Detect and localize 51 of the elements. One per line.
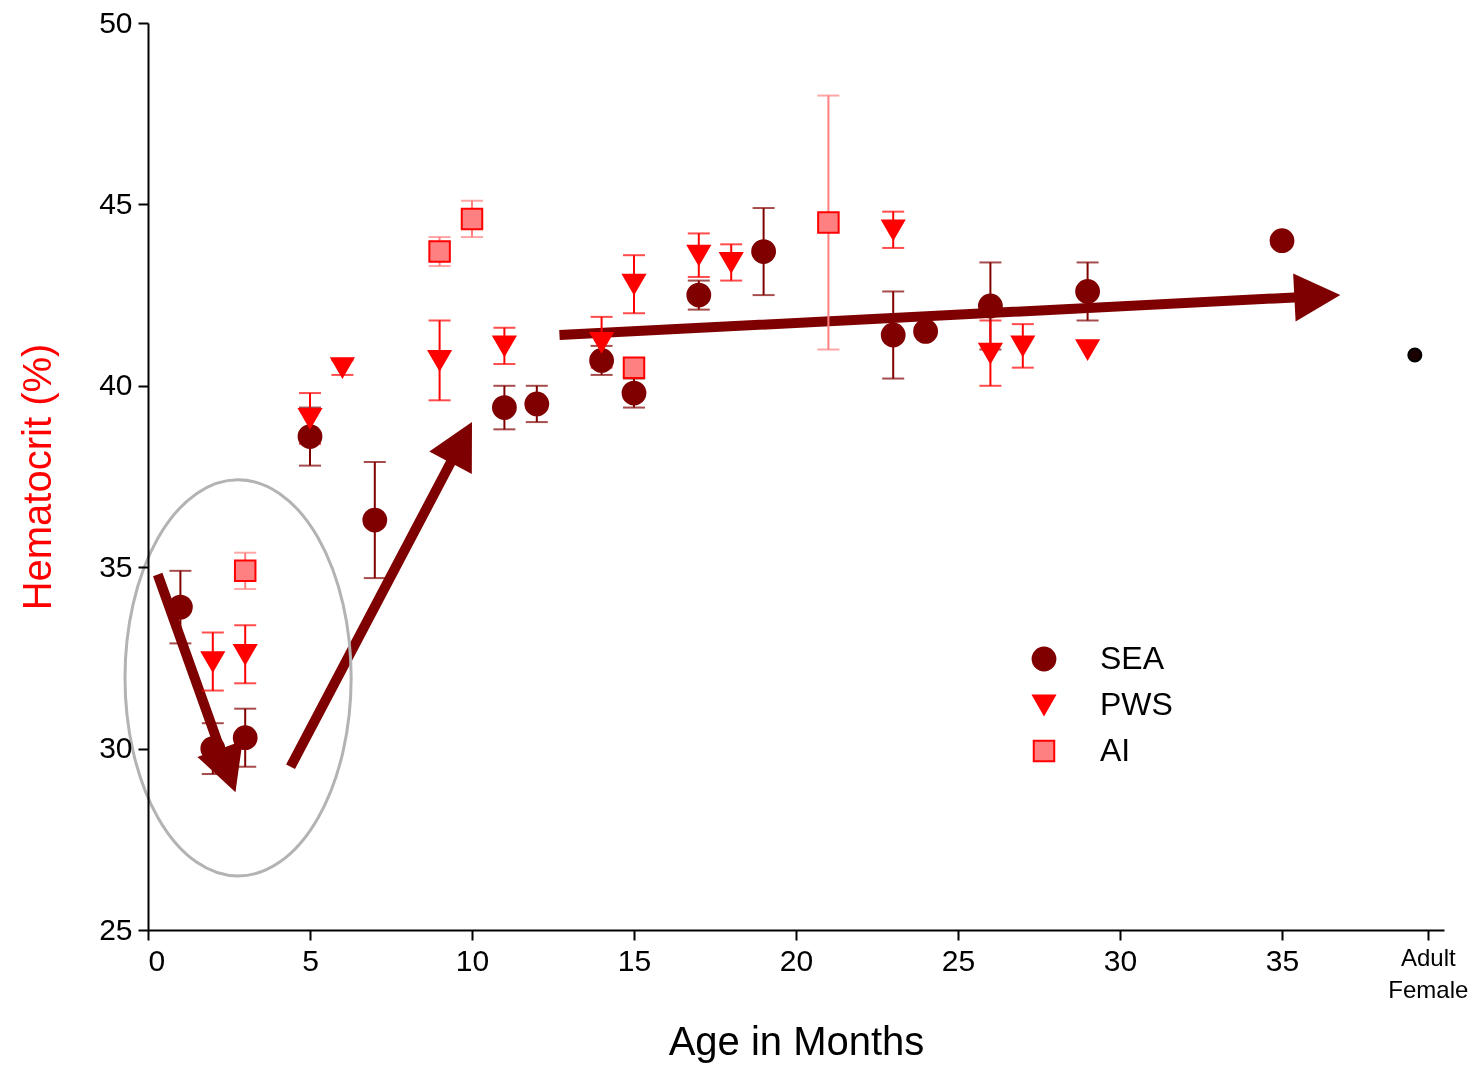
y-tick-label: 35 [99, 549, 133, 583]
x-tick-label: 15 [617, 943, 652, 977]
x-tick-label: 20 [779, 943, 814, 977]
point [622, 356, 646, 379]
y-tick-label: 50 [99, 5, 133, 39]
point [817, 211, 840, 234]
legend-label: PWS [1100, 686, 1173, 722]
legend-label: AI [1100, 732, 1131, 768]
x-tick-label: 0 [148, 943, 166, 977]
point [719, 252, 744, 273]
point [880, 322, 906, 348]
y-tick-label: 40 [99, 368, 133, 402]
x-tick-label: 25 [941, 943, 976, 977]
point [298, 408, 322, 429]
point [428, 240, 451, 263]
point [362, 507, 388, 533]
point [622, 273, 646, 295]
point [427, 350, 452, 371]
point [1075, 279, 1100, 304]
y-axis-title: Hematocrit (%) [15, 343, 60, 611]
x-tick-label: Adult Female [1388, 943, 1469, 1003]
x-axis-title: Age in Months [668, 1018, 925, 1063]
point [686, 244, 711, 266]
x-tick-label: 10 [455, 943, 490, 977]
point [168, 594, 193, 620]
point [232, 725, 258, 751]
point [200, 651, 225, 672]
point [524, 391, 550, 417]
point [233, 559, 257, 583]
point [913, 319, 938, 344]
point [978, 342, 1003, 364]
point [233, 643, 258, 665]
point [492, 395, 517, 420]
y-tick-label: 25 [99, 912, 133, 946]
x-tick-label: 30 [1103, 943, 1138, 977]
point [881, 219, 906, 241]
point [1075, 339, 1100, 360]
point [460, 207, 484, 231]
y-tick-label: 30 [99, 731, 133, 765]
y-tick-label: 45 [99, 186, 133, 220]
point [1010, 335, 1035, 357]
point [589, 331, 614, 353]
point [492, 335, 517, 357]
point [978, 293, 1003, 319]
point [297, 424, 323, 449]
point [1269, 228, 1295, 254]
point [751, 239, 776, 264]
x-tick-label: 35 [1265, 943, 1300, 977]
legend-label: SEA [1100, 640, 1165, 676]
x-tick-label: 5 [302, 943, 319, 977]
point [1407, 347, 1423, 363]
